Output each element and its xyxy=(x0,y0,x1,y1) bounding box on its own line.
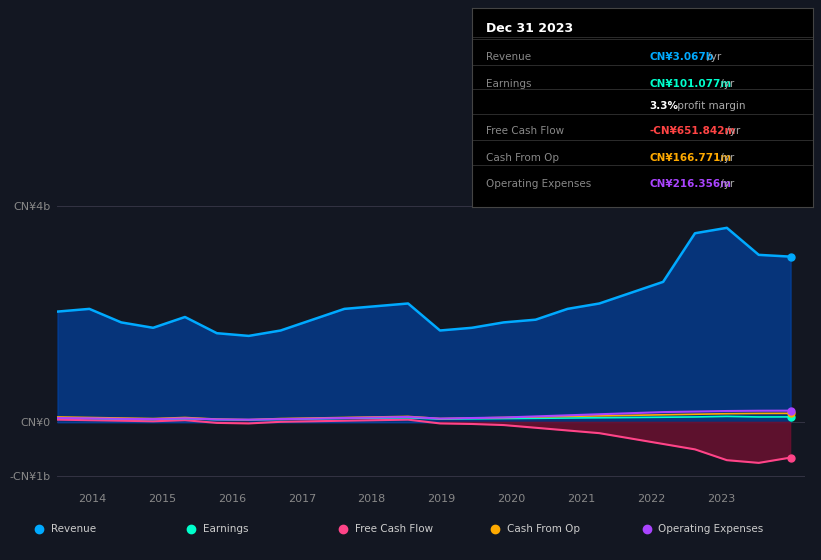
Text: Dec 31 2023: Dec 31 2023 xyxy=(486,22,573,35)
Text: CN¥3.067b: CN¥3.067b xyxy=(649,52,713,62)
Text: /yr: /yr xyxy=(717,152,734,162)
Text: Cash From Op: Cash From Op xyxy=(507,524,580,534)
Text: /yr: /yr xyxy=(722,125,740,136)
Text: /yr: /yr xyxy=(704,52,722,62)
Text: Revenue: Revenue xyxy=(486,52,531,62)
Text: Cash From Op: Cash From Op xyxy=(486,152,559,162)
Text: -CN¥651.842m: -CN¥651.842m xyxy=(649,125,736,136)
Text: /yr: /yr xyxy=(717,179,734,189)
Text: Free Cash Flow: Free Cash Flow xyxy=(355,524,433,534)
Text: Free Cash Flow: Free Cash Flow xyxy=(486,125,564,136)
Text: Operating Expenses: Operating Expenses xyxy=(658,524,764,534)
Text: profit margin: profit margin xyxy=(674,101,745,111)
Text: CN¥166.771m: CN¥166.771m xyxy=(649,152,732,162)
Text: CN¥101.077m: CN¥101.077m xyxy=(649,79,732,89)
Text: /yr: /yr xyxy=(717,79,734,89)
Text: 3.3%: 3.3% xyxy=(649,101,678,111)
Text: Operating Expenses: Operating Expenses xyxy=(486,179,591,189)
Text: Earnings: Earnings xyxy=(203,524,248,534)
Text: Revenue: Revenue xyxy=(51,524,96,534)
Text: CN¥216.356m: CN¥216.356m xyxy=(649,179,732,189)
Text: Earnings: Earnings xyxy=(486,79,531,89)
